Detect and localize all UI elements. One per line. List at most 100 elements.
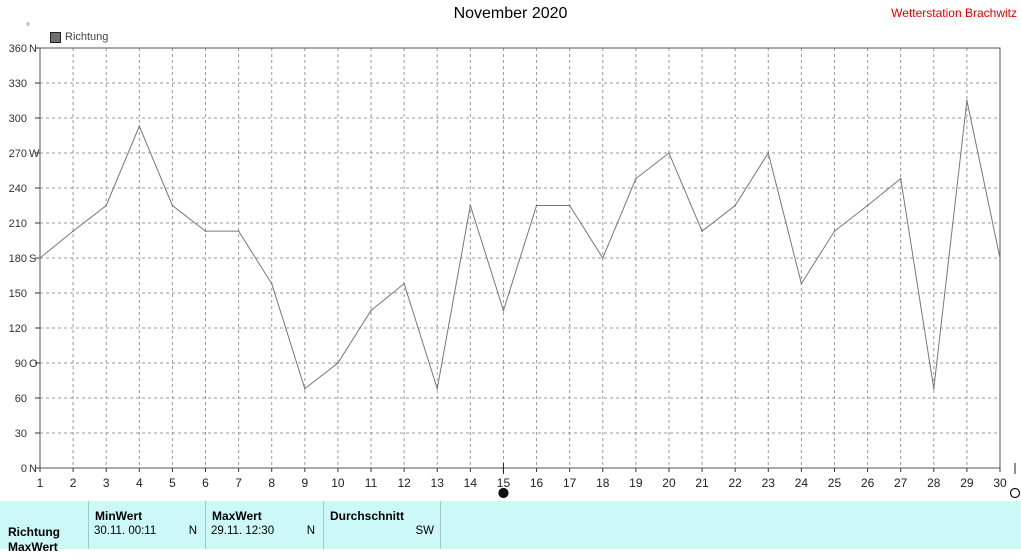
data-point xyxy=(39,257,41,259)
x-tick-label: 17 xyxy=(563,476,577,490)
x-tick-label: 26 xyxy=(861,476,875,490)
y-tick-label: 90 xyxy=(15,358,27,370)
x-tick-label: 2 xyxy=(70,476,77,490)
compass-tick-label: S xyxy=(29,253,36,265)
x-tick-label: 20 xyxy=(662,476,676,490)
x-tick-label: 30 xyxy=(993,476,1007,490)
station-name: Wetterstation Brachwitz xyxy=(891,6,1017,20)
stats-max-cell: MaxWert 29.11. 12:30 N xyxy=(206,501,324,549)
x-tick-label: 7 xyxy=(235,476,242,490)
min-time: 30.11. 00:11 xyxy=(94,525,157,537)
x-tick-label: 27 xyxy=(894,476,908,490)
x-tick-label: 18 xyxy=(596,476,610,490)
y-tick-label: 30 xyxy=(15,428,27,440)
y-tick-label: 180 xyxy=(9,253,27,265)
chart-legend: Richtung xyxy=(50,31,108,43)
min-value: N xyxy=(188,525,197,537)
max-value: N xyxy=(306,525,315,537)
data-point xyxy=(932,387,935,390)
x-tick-label: 19 xyxy=(629,476,643,490)
y-tick-label: 270 xyxy=(9,148,27,160)
data-point xyxy=(403,282,405,285)
stats-panel: Richtung MaxWert MinWert 30.11. 00:11 N … xyxy=(0,501,1021,554)
legend-swatch xyxy=(50,31,61,43)
x-tick-label: 13 xyxy=(431,476,445,490)
x-tick-label: 10 xyxy=(331,476,345,490)
data-point xyxy=(535,204,538,207)
full-moon-icon xyxy=(1009,487,1021,499)
compass-tick-label: W xyxy=(29,148,40,160)
data-point xyxy=(767,152,770,154)
data-point xyxy=(138,125,141,127)
x-tick-label: 28 xyxy=(927,476,941,490)
data-point xyxy=(999,257,1001,259)
compass-tick-label: N xyxy=(29,43,37,55)
data-point xyxy=(866,204,869,207)
x-tick-label: 29 xyxy=(960,476,974,490)
compass-tick-label: O xyxy=(29,358,38,370)
data-point xyxy=(502,309,505,312)
min-header: MinWert xyxy=(95,509,143,523)
new-moon-icon xyxy=(498,487,509,499)
stats-row-label: Richtung xyxy=(8,525,60,539)
data-point xyxy=(899,177,902,180)
legend-label: Richtung xyxy=(65,31,109,43)
x-tick-label: 12 xyxy=(397,476,411,490)
data-point xyxy=(601,257,604,259)
y-tick-label: 240 xyxy=(9,183,27,195)
x-tick-label: 8 xyxy=(268,476,275,490)
avg-value: SW xyxy=(415,525,434,537)
y-tick-label: 330 xyxy=(9,78,27,90)
data-point xyxy=(668,152,670,154)
data-point xyxy=(833,230,836,232)
x-tick-label: 22 xyxy=(728,476,742,490)
max-header: MaxWert xyxy=(212,509,262,523)
x-tick-label: 5 xyxy=(169,476,176,490)
data-point xyxy=(469,204,472,207)
y-tick-label: 300 xyxy=(9,113,27,125)
data-point xyxy=(304,387,306,390)
y-tick-label: 0 xyxy=(21,463,27,475)
x-tick-label: 4 xyxy=(136,476,143,490)
data-point xyxy=(171,204,174,207)
compass-tick-label: N xyxy=(29,463,37,475)
y-tick-label: 210 xyxy=(9,218,27,230)
x-tick-label: 3 xyxy=(103,476,110,490)
data-point xyxy=(105,204,108,207)
x-tick-label: 25 xyxy=(828,476,842,490)
y-tick-label: 60 xyxy=(15,393,27,405)
x-tick-label: 15 xyxy=(497,476,511,490)
data-point xyxy=(568,204,571,207)
stats-avg-cell: Durchschnitt SW xyxy=(324,501,441,549)
data-point xyxy=(966,99,968,102)
x-tick-label: 24 xyxy=(795,476,809,490)
data-point xyxy=(701,230,703,232)
data-point xyxy=(436,387,439,390)
data-point xyxy=(800,282,803,285)
data-point xyxy=(734,204,736,207)
x-tick-label: 1 xyxy=(37,476,44,490)
x-tick-label: 23 xyxy=(762,476,776,490)
degree-mark: ° xyxy=(26,22,30,33)
wind-direction-chart: 0306090120150180210240270300330360NOSWN1… xyxy=(9,43,1021,499)
stats-label-cell xyxy=(0,501,89,549)
max-time: 29.11. 12:30 xyxy=(211,525,275,537)
series-line-richtung xyxy=(39,100,1001,390)
x-tick-label: 16 xyxy=(530,476,544,490)
data-point xyxy=(337,362,339,364)
y-tick-label: 360 xyxy=(9,43,27,55)
y-tick-label: 120 xyxy=(9,323,27,335)
data-point xyxy=(270,282,273,285)
data-point xyxy=(237,230,240,232)
x-tick-label: 6 xyxy=(202,476,209,490)
x-tick-label: 21 xyxy=(695,476,709,490)
stats-min-cell: MinWert 30.11. 00:11 N xyxy=(89,501,206,549)
data-point xyxy=(72,230,74,232)
data-point xyxy=(204,230,207,232)
x-tick-label: 9 xyxy=(301,476,308,490)
avg-header: Durchschnitt xyxy=(330,509,405,523)
x-tick-label: 14 xyxy=(464,476,478,490)
data-point xyxy=(370,309,372,312)
page-title: November 2020 xyxy=(453,5,568,22)
y-tick-label: 150 xyxy=(9,288,27,300)
